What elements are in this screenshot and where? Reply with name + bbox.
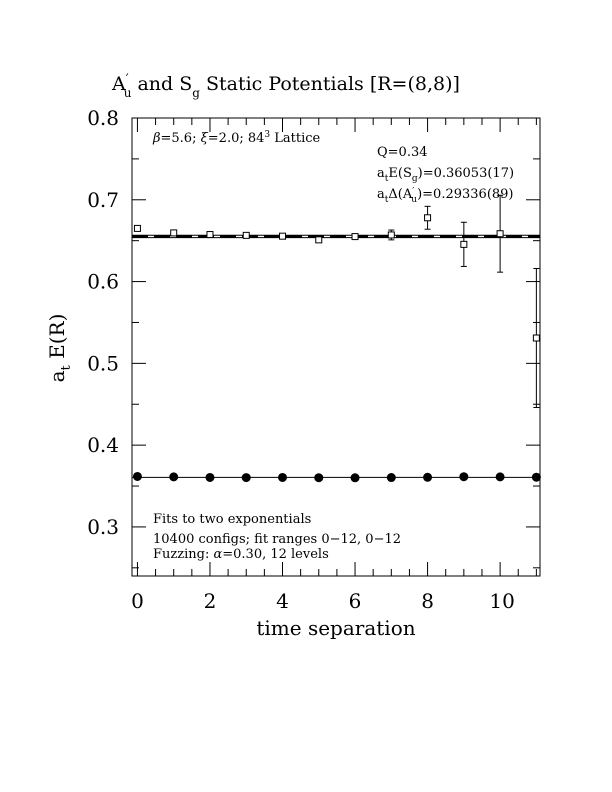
data-point-square [206,231,214,239]
y-tick-label-0.6: 0.6 [87,270,119,294]
data-point-circle [531,472,541,482]
y-tick-labels: 0.3 0.4 0.5 0.6 0.7 0.8 [87,106,119,539]
data-point-circle [459,472,469,482]
y-tick-label-0.3: 0.3 [87,515,119,539]
data-point-circle [350,473,360,483]
delta-c: )=0.29336(89) [417,187,513,202]
configs-annotation: 10400 configs; fit ranges 0−12, 0−12 [153,532,401,547]
fuzzing-alpha: α [213,547,222,562]
delta-b: Δ(A [388,187,412,202]
lattice-xi: ξ [201,131,209,146]
q-annotation: Q=0.34 [377,145,428,160]
lattice-a: =5.6; [161,131,201,146]
lattice-c: Lattice [270,131,320,146]
energy-g: g [412,174,418,184]
energy-b: E(S [388,166,411,181]
x-axis-title: time separation [256,616,415,640]
energy-a: a [377,166,385,181]
fuzzing-a: Fuzzing: [153,547,213,562]
y-title-rest: E(R) [45,314,69,366]
data-point-square [532,334,540,342]
data-point-square [279,232,287,240]
x-tick-label-10: 10 [489,589,514,613]
delta-prime: ′ [412,187,414,197]
fits-annotation: Fits to two exponentials [153,512,311,527]
data-point-circle [241,473,251,483]
data-point-circle [278,472,288,482]
title-mid-sub: g [192,86,200,100]
fuzzing-annotation: Fuzzing: α=0.30, 12 levels [153,547,329,562]
data-marks [132,194,541,483]
delta-u: u [411,195,417,205]
data-point-circle [132,471,142,481]
title-prefix-sub: u [124,86,132,100]
y-title-sub: t [59,364,74,370]
title-mid: and S [131,73,192,95]
energy-sg-annotation: atE(Sg)=0.36053(17) [377,166,514,184]
title-prefix-prime: ′ [126,72,129,87]
energy-t: t [385,174,389,184]
x-tick-label-6: 6 [349,589,362,613]
data-point-square [387,231,395,239]
chart-title: A′ u and Sg Static Potentials [R=(8,8)] [111,72,460,100]
title-prefix: A [111,73,126,95]
fit-lines [132,234,540,478]
x-tick-labels: 0 2 4 6 8 10 [131,589,515,613]
data-point-circle [423,472,433,482]
data-point-square [496,230,504,238]
delta-t: t [385,195,389,205]
delta-a: a [377,187,385,202]
data-point-square [424,214,432,222]
data-point-square [460,240,468,248]
title-suffix: Static Potentials [R=(8,8)] [200,73,460,95]
data-point-square [170,229,178,237]
lattice-beta: β [152,131,161,146]
energy-c: )=0.36053(17) [418,166,514,181]
x-tick-label-0: 0 [131,589,144,613]
y-axis-title: at E(R) [45,314,74,383]
y-tick-label-0.7: 0.7 [87,188,119,212]
lattice-annotation: β=5.6; ξ=2.0; 843 Lattice [152,130,321,146]
data-point-square [133,224,141,232]
data-point-circle [169,472,179,482]
data-point-circle [205,472,215,482]
x-tick-label-8: 8 [421,589,434,613]
x-tick-label-2: 2 [204,589,217,613]
lattice-b: =2.0; 84 [208,131,265,146]
y-title-a: a [45,370,69,382]
data-point-circle [314,473,324,483]
axis-ticks [132,117,540,576]
data-point-square [242,231,250,239]
lattice-sup: 3 [264,130,270,140]
plot-frame [131,117,541,577]
fuzzing-b: =0.30, 12 levels [222,547,329,562]
data-point-circle [495,472,505,482]
data-point-square [351,233,359,241]
data-point-circle [386,473,396,483]
y-tick-label-0.8: 0.8 [87,106,119,130]
delta-au-annotation: atΔ(A′ u)=0.29336(89) [377,187,514,205]
data-point-square [315,236,323,244]
y-tick-label-0.5: 0.5 [87,351,119,375]
y-tick-label-0.4: 0.4 [87,433,119,457]
x-tick-label-4: 4 [276,589,289,613]
